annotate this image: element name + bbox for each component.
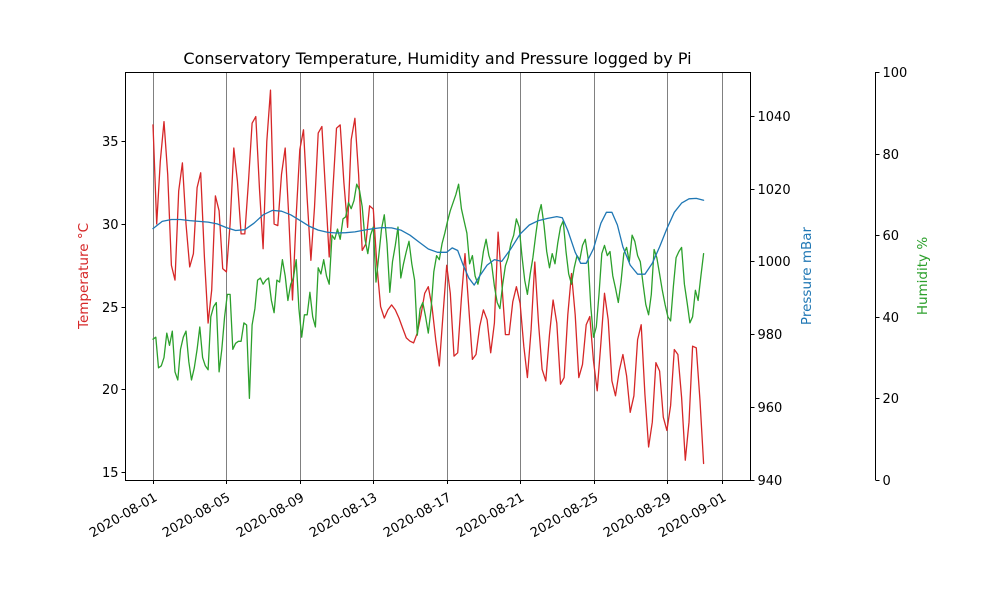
humidity-tick-label: 20 bbox=[883, 392, 900, 407]
pressure-tick-label: 980 bbox=[758, 328, 783, 343]
pressure-tick-label: 960 bbox=[758, 401, 783, 416]
temperature-tick-label: 30 bbox=[102, 218, 119, 233]
temperature-tick-label: 25 bbox=[102, 301, 119, 316]
humidity-axis: 0 20 40 60 80 100 bbox=[875, 66, 908, 489]
pressure-tick-label: 1020 bbox=[758, 183, 791, 198]
pressure-tick-label: 1040 bbox=[758, 110, 791, 125]
temperature-axis-label: Temperature °C bbox=[76, 223, 92, 330]
pressure-tick-label: 1000 bbox=[758, 255, 791, 270]
humidity-tick-label: 100 bbox=[883, 66, 908, 81]
pressure-tick-label: 940 bbox=[758, 474, 783, 489]
temperature-tick-label: 15 bbox=[102, 466, 119, 481]
humidity-axis-label: Humidity % bbox=[915, 237, 931, 316]
temperature-series-line bbox=[152, 89, 705, 465]
humidity-tick-label: 0 bbox=[883, 474, 891, 489]
temperature-tick-label: 20 bbox=[102, 383, 119, 398]
humidity-series-line bbox=[152, 183, 705, 400]
humidity-tick-label: 80 bbox=[883, 148, 900, 163]
humidity-tick-label: 60 bbox=[883, 229, 900, 244]
temperature-tick-label: 35 bbox=[102, 135, 119, 150]
chart-title: Conservatory Temperature, Humidity and P… bbox=[183, 49, 691, 68]
pressure-axis: 940 960 980 1000 1020 1040 bbox=[750, 110, 791, 489]
pressure-series-line bbox=[152, 197, 705, 286]
pressure-axis-label: Pressure mBar bbox=[799, 226, 815, 325]
plot-frame bbox=[125, 72, 751, 481]
temperature-axis: 15 20 25 30 35 bbox=[102, 135, 126, 481]
plot-series bbox=[152, 89, 705, 465]
humidity-tick-label: 40 bbox=[883, 311, 900, 326]
